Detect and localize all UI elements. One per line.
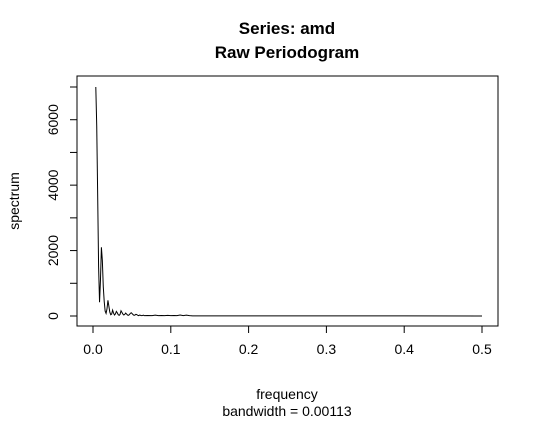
x-tick-label: 0.0 <box>83 341 103 357</box>
x-axis: 0.0 0.1 0.2 0.3 0.4 0.5 <box>83 325 492 357</box>
chart-title-line2: Raw Periodogram <box>215 43 360 62</box>
plot-frame <box>76 75 499 327</box>
x-axis-label: frequency <box>256 386 317 402</box>
x-tick-label: 0.4 <box>394 341 414 357</box>
x-tick-label: 0.3 <box>317 341 337 357</box>
y-axis-label: spectrum <box>6 172 22 230</box>
x-tick-label: 0.1 <box>161 341 181 357</box>
y-axis: 0 2000 4000 6000 <box>45 86 78 320</box>
y-tick-label: 0 <box>45 312 61 320</box>
y-tick-label: 6000 <box>45 104 61 135</box>
spectrum-line <box>95 86 483 317</box>
y-tick-label: 2000 <box>45 235 61 266</box>
series-layer <box>95 86 483 317</box>
y-tick-label: 4000 <box>45 169 61 200</box>
x-tick-label: 0.2 <box>239 341 259 357</box>
x-tick-label: 0.5 <box>472 341 492 357</box>
chart-title-line1: Series: amd <box>239 19 335 38</box>
x-axis-sublabel: bandwidth = 0.00113 <box>222 403 352 419</box>
